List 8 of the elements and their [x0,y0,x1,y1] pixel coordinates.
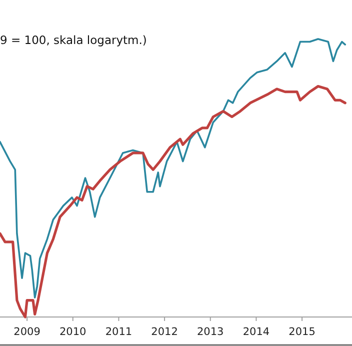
x-tick-label: 2009 [14,326,40,338]
x-tick-label: 2010 [60,326,86,338]
x-tick-label: 2013 [197,326,224,338]
x-tick-label: 2015 [288,326,316,338]
chart-subtitle: 9 = 100, skala logarytm.) [0,33,147,47]
x-tick-label: 2012 [151,326,178,338]
x-tick-label: 2011 [105,326,132,338]
x-tick-label: 2014 [242,326,270,338]
